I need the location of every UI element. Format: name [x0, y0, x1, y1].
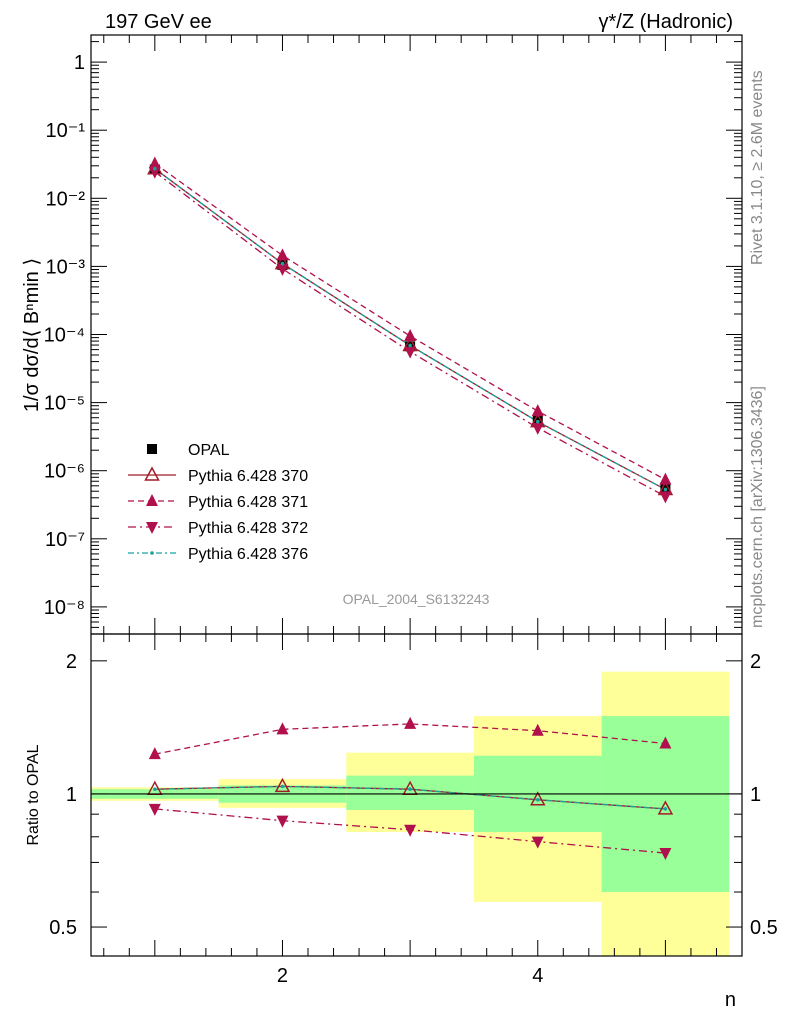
- main-y-tick-label: 10⁻¹: [46, 120, 86, 142]
- ratio-data-point: [531, 723, 544, 736]
- ratio-data-point: [659, 736, 672, 749]
- main-data-point: [404, 329, 417, 342]
- analysis-watermark: OPAL_2004_S6132243: [343, 591, 490, 607]
- ratio-data-point: [274, 777, 291, 793]
- main-data-point: [148, 156, 161, 169]
- main-y-tick-label: 10⁻³: [46, 256, 86, 278]
- main-data-point: [535, 419, 540, 424]
- ratio-data-point: [280, 784, 285, 789]
- main-y-tick-label: 10⁻⁴: [44, 325, 85, 347]
- main-data-point: [404, 346, 417, 359]
- uncertainty-bands: [91, 671, 730, 956]
- ratio-y-axis-label: Ratio to OPAL: [25, 744, 42, 845]
- legend-entry-label: Pythia 6.428 370: [188, 468, 308, 485]
- main-data-point: [531, 422, 544, 435]
- ratio-y-tick-label-left: 2: [66, 651, 77, 673]
- ratio-data-point: [404, 716, 417, 729]
- main-data-point: [280, 261, 285, 266]
- ratio-data-point: [408, 787, 412, 791]
- main-data-point: [408, 343, 412, 348]
- ratio-data-point: [535, 797, 540, 802]
- x-tick-label: 4: [532, 965, 543, 987]
- ratio-data-point: [148, 747, 161, 760]
- ratio-data-point: [153, 787, 157, 791]
- main-data-point: [148, 166, 161, 179]
- main-data-point: [659, 491, 672, 504]
- axis-ticks: 1 10⁻¹ 10⁻² 10⁻³ 10⁻⁴ 10⁻⁵ 10⁻⁶ 10⁻⁷ 10⁻⁸ 2 4 0.5 0.…: [44, 35, 778, 987]
- ratio-data-point: [276, 722, 289, 735]
- ratio-data-point: [276, 815, 289, 828]
- main-data-point: [531, 404, 544, 417]
- main-data-point: [276, 248, 289, 261]
- header-left: 197 GeV ee: [105, 11, 212, 33]
- ratio-data-point: [659, 848, 672, 861]
- legend-marker: [147, 444, 157, 454]
- ratio-data-point: [404, 824, 417, 837]
- main-plot-frame: [90, 34, 743, 635]
- main-data-point: [659, 472, 672, 485]
- main-y-tick-label: 10⁻⁵: [44, 393, 85, 415]
- ratio-data-point: [148, 803, 161, 816]
- ratio-data-point: [531, 836, 544, 849]
- main-data-point: [663, 487, 668, 492]
- main-y-tick-label: 1: [74, 52, 85, 74]
- ratio-y-tick-label-right: 2: [750, 651, 761, 673]
- legend-marker: [144, 466, 160, 481]
- main-y-tick-label: 10⁻⁷: [45, 529, 85, 551]
- main-y-axis-label: 1/σ dσ/d⟨ Bⁿmin ⟩: [21, 258, 43, 412]
- legend: OPAL Pythia 6.428 370 Pythia 6.428 371 Pyth…: [128, 442, 308, 563]
- ratio-plot-frame: [90, 633, 743, 957]
- ratio-y-tick-label-right: 1: [750, 784, 761, 806]
- legend-entry-label: Pythia 6.428 372: [188, 520, 308, 537]
- ratio-y-tick-label-right: 0.5: [750, 917, 778, 939]
- main-series-line: [154, 162, 666, 481]
- main-data-point: [153, 166, 157, 171]
- main-y-tick-label: 10⁻⁶: [44, 461, 85, 483]
- legend-marker: [150, 551, 154, 555]
- ratio-data-point: [530, 791, 546, 806]
- x-axis-label: n: [725, 989, 736, 1011]
- ratio-y-tick-label-left: 0.5: [49, 917, 77, 939]
- x-tick-label: 2: [277, 965, 288, 987]
- main-y-tick-label: 10⁻²: [46, 188, 86, 210]
- series-markers: [147, 156, 674, 861]
- legend-entry-label: Pythia 6.428 371: [188, 494, 308, 511]
- rivet-info: Rivet 3.1.10, ≥ 2.6M events: [749, 70, 766, 265]
- ratio-data-point: [663, 807, 668, 811]
- main-y-tick-label: 10⁻⁸: [44, 597, 85, 619]
- ratio-y-tick-label-left: 1: [66, 784, 77, 806]
- mcplots-info: mcplots.cern.ch [arXiv:1306.3436]: [749, 386, 766, 628]
- main-data-point: [660, 482, 671, 493]
- legend-entry-label: OPAL: [188, 442, 230, 459]
- main-data-point: [276, 263, 289, 276]
- ratio-data-point: [657, 800, 674, 815]
- header-right: γ*/Z (Hadronic): [599, 11, 733, 33]
- legend-marker: [146, 522, 158, 534]
- legend-entry-label: Pythia 6.428 376: [188, 546, 308, 563]
- legend-marker: [146, 494, 158, 506]
